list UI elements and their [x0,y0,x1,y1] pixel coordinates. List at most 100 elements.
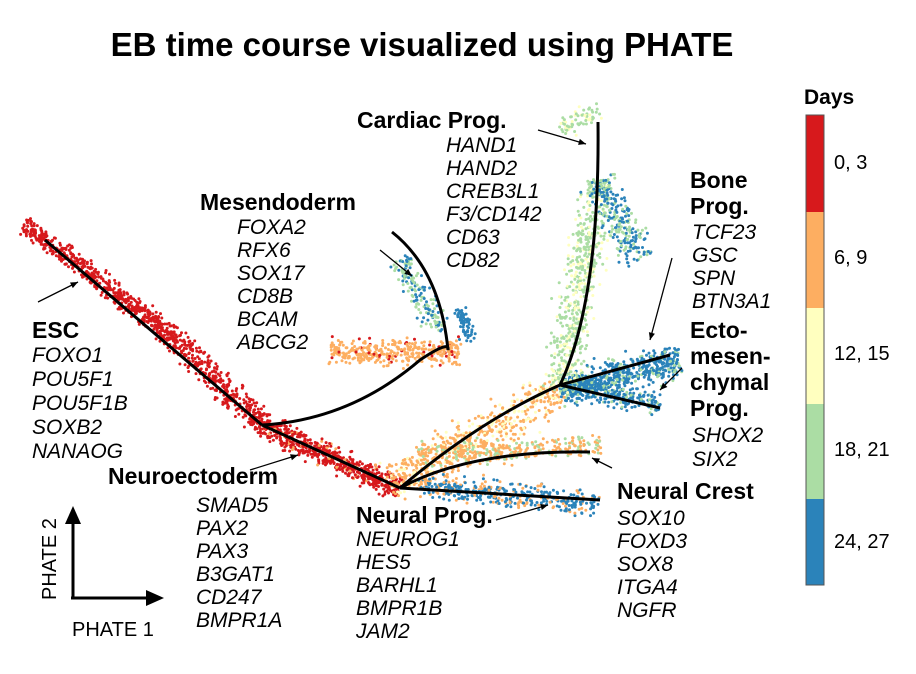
scatter-point [501,406,504,410]
scatter-point [45,251,49,255]
scatter-point [460,495,464,499]
scatter-point [463,475,466,479]
scatter-point [615,371,619,375]
scatter-point [341,343,345,347]
scatter-point [602,188,606,191]
scatter-point [29,217,32,221]
scatter-point [170,335,173,339]
scatter-point [357,463,361,467]
scatter-point [384,346,387,350]
scatter-point [414,463,418,467]
scatter-point [564,500,568,504]
scatter-point [546,399,550,403]
scatter-point [440,446,444,450]
scatter-point [252,401,256,405]
scatter-point [148,311,152,315]
scatter-point [427,348,431,352]
scatter-point [428,340,432,344]
scatter-point [538,430,542,434]
scatter-point [475,436,479,440]
scatter-point [387,342,390,346]
scatter-point [196,355,200,359]
scatter-point [576,209,580,213]
scatter-point [584,396,588,400]
scatter-point [324,441,328,445]
scatter-point [228,379,232,383]
scatter-point [427,491,431,495]
scatter-point [541,447,545,451]
scatter-point [611,236,615,239]
scatter-point [651,368,655,372]
scatter-point [575,249,579,253]
scatter-point [509,416,513,420]
scatter-point [657,373,661,377]
scatter-point [140,318,144,321]
scatter-point [559,395,563,399]
scatter-point [591,210,595,214]
scatter-point [419,291,423,295]
scatter-point [573,273,577,277]
scatter-point [414,274,418,278]
scatter-point [616,392,620,396]
scatter-point [668,346,671,350]
scatter-point [105,286,109,290]
scatter-point [410,299,413,303]
scatter-point [209,387,213,391]
scatter-point [526,408,530,412]
scatter-point [568,375,572,379]
scatter-point [519,448,523,452]
scatter-point [374,487,378,491]
scatter-point [629,245,633,249]
scatter-point [259,427,262,431]
scatter-point [236,407,240,411]
scatter-point [487,488,491,492]
scatter-point [40,237,44,241]
scatter-point [415,351,419,355]
scatter-point [137,308,141,312]
scatter-point [471,445,475,449]
scatter-point [611,227,615,231]
scatter-point [583,269,587,272]
scatter-point [620,230,624,234]
scatter-point [111,288,115,292]
scatter-point [537,503,541,507]
scatter-point [396,490,400,494]
scatter-point [447,480,451,484]
scatter-point [257,416,260,419]
scatter-point [584,508,588,512]
scatter-point [344,352,348,356]
scatter-point [60,246,64,250]
scatter-point [654,408,658,412]
scatter-point [184,343,187,347]
scatter-point [553,390,556,394]
scatter-point [417,346,421,350]
scatter-point [81,257,84,261]
scatter-point [372,352,376,356]
scatter-point [457,428,461,432]
scatter-point [255,401,259,405]
scatter-point [116,307,120,311]
scatter-point [614,363,618,367]
scatter-point [647,398,651,402]
scatter-point [558,350,562,354]
scatter-point [197,362,201,366]
scatter-point [597,378,601,382]
scatter-point [629,357,633,361]
scatter-point [278,428,282,432]
scatter-point [430,325,433,329]
scatter-point [579,454,583,458]
scatter-point [497,496,501,500]
scatter-point [288,449,292,453]
scatter-point [118,296,122,300]
scatter-point [513,501,517,505]
scatter-point [603,380,607,384]
scatter-point [143,305,147,309]
scatter-point [593,380,597,384]
scatter-point [99,293,103,297]
scatter-point [555,393,559,397]
scatter-point [130,296,133,300]
scatter-point [213,396,217,399]
scatter-point [621,387,625,391]
scatter-point [361,474,364,478]
